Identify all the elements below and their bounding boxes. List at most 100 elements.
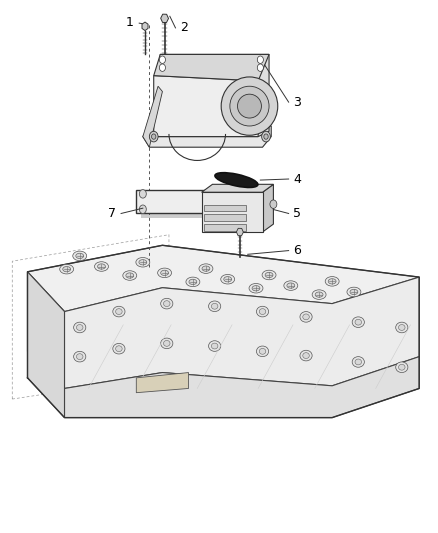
Ellipse shape <box>163 301 170 306</box>
Ellipse shape <box>113 343 125 354</box>
Circle shape <box>159 56 166 63</box>
Ellipse shape <box>224 277 232 282</box>
Ellipse shape <box>139 260 147 265</box>
Ellipse shape <box>116 346 122 352</box>
Text: 6: 6 <box>293 244 301 257</box>
Ellipse shape <box>303 353 309 359</box>
Polygon shape <box>64 357 419 418</box>
Ellipse shape <box>259 309 266 314</box>
Ellipse shape <box>312 290 326 300</box>
Ellipse shape <box>76 253 84 259</box>
Ellipse shape <box>396 362 408 373</box>
Ellipse shape <box>303 314 309 320</box>
Ellipse shape <box>399 365 405 370</box>
Ellipse shape <box>315 292 323 297</box>
Ellipse shape <box>252 286 260 291</box>
Polygon shape <box>201 184 273 192</box>
Text: 3: 3 <box>293 95 301 109</box>
Text: 4: 4 <box>293 173 301 185</box>
Ellipse shape <box>98 264 106 269</box>
Ellipse shape <box>199 264 213 273</box>
Ellipse shape <box>113 306 125 317</box>
Ellipse shape <box>355 359 361 365</box>
Ellipse shape <box>123 271 137 280</box>
Ellipse shape <box>352 317 364 327</box>
Ellipse shape <box>230 86 269 126</box>
Circle shape <box>139 205 146 214</box>
Ellipse shape <box>116 309 122 314</box>
Ellipse shape <box>158 268 172 278</box>
Ellipse shape <box>265 272 273 278</box>
Ellipse shape <box>212 303 218 309</box>
Bar <box>201 192 262 232</box>
Ellipse shape <box>186 277 200 287</box>
Ellipse shape <box>355 319 361 325</box>
Ellipse shape <box>212 343 218 349</box>
Ellipse shape <box>350 289 358 295</box>
Ellipse shape <box>77 325 83 330</box>
Ellipse shape <box>202 266 210 271</box>
Ellipse shape <box>399 325 405 330</box>
Bar <box>204 214 247 221</box>
Text: 1: 1 <box>126 16 134 29</box>
Bar <box>204 205 247 212</box>
Ellipse shape <box>74 322 86 333</box>
Ellipse shape <box>284 281 298 290</box>
Ellipse shape <box>300 312 312 322</box>
Ellipse shape <box>287 283 295 288</box>
Circle shape <box>261 131 270 142</box>
Polygon shape <box>154 54 269 81</box>
Circle shape <box>159 64 166 71</box>
Ellipse shape <box>221 274 235 284</box>
Ellipse shape <box>208 301 221 312</box>
Ellipse shape <box>215 173 258 188</box>
Ellipse shape <box>249 284 263 293</box>
Circle shape <box>257 64 263 71</box>
Ellipse shape <box>161 338 173 349</box>
Ellipse shape <box>259 349 266 354</box>
Ellipse shape <box>63 266 71 272</box>
Ellipse shape <box>60 264 74 274</box>
Ellipse shape <box>328 279 336 284</box>
Ellipse shape <box>163 341 170 346</box>
Ellipse shape <box>161 270 169 276</box>
Circle shape <box>229 190 236 198</box>
Polygon shape <box>64 277 419 389</box>
Ellipse shape <box>126 273 134 278</box>
Ellipse shape <box>221 77 278 135</box>
Circle shape <box>257 56 263 63</box>
Ellipse shape <box>189 279 197 285</box>
Ellipse shape <box>396 322 408 333</box>
Ellipse shape <box>95 262 109 271</box>
Ellipse shape <box>256 346 268 357</box>
Circle shape <box>139 190 146 198</box>
Bar <box>136 190 239 214</box>
Text: 5: 5 <box>293 207 301 220</box>
Circle shape <box>270 200 277 208</box>
Polygon shape <box>154 54 269 136</box>
Ellipse shape <box>74 351 86 362</box>
Circle shape <box>229 205 236 214</box>
Ellipse shape <box>325 277 339 286</box>
Ellipse shape <box>161 298 173 309</box>
Ellipse shape <box>347 287 361 297</box>
Ellipse shape <box>73 251 87 261</box>
Circle shape <box>264 134 268 139</box>
Text: 7: 7 <box>108 207 117 220</box>
Polygon shape <box>262 184 273 232</box>
Ellipse shape <box>300 350 312 361</box>
Polygon shape <box>136 373 188 393</box>
Ellipse shape <box>256 306 268 317</box>
Ellipse shape <box>237 94 261 118</box>
Ellipse shape <box>136 257 150 267</box>
Polygon shape <box>28 272 64 418</box>
Text: 2: 2 <box>180 21 188 35</box>
Polygon shape <box>28 245 419 312</box>
Ellipse shape <box>262 270 276 280</box>
Polygon shape <box>28 272 64 389</box>
Bar <box>204 224 247 231</box>
Polygon shape <box>154 76 258 136</box>
Bar <box>141 194 243 217</box>
Polygon shape <box>143 126 271 147</box>
Ellipse shape <box>352 357 364 367</box>
